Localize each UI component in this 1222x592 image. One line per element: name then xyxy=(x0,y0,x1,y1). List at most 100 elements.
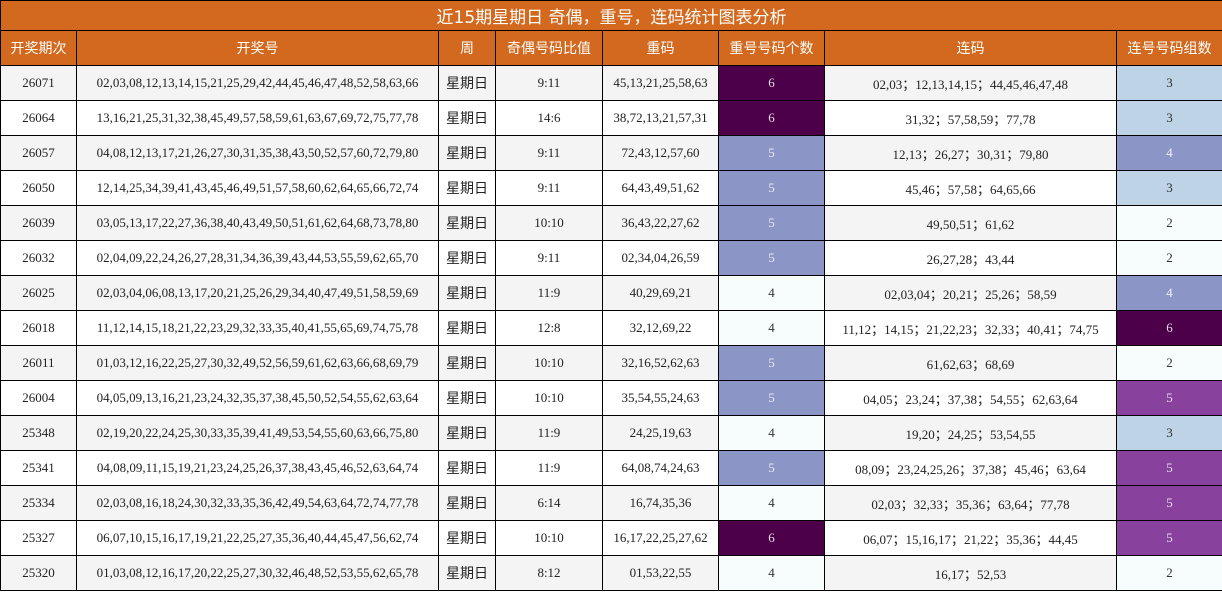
week-cell: 星期日 xyxy=(438,345,496,381)
table-row: 25341 04,08,09,11,15,19,21,23,24,25,26,37… xyxy=(0,450,1222,486)
week-cell: 星期日 xyxy=(438,275,496,311)
repeat-count-cell: 4 xyxy=(718,485,825,521)
consec-groups-cell: 2 xyxy=(1115,205,1222,241)
repeat-cell: 01,53,22,55 xyxy=(602,555,719,591)
issue-cell: 26050 xyxy=(0,170,77,206)
issue-cell: 25327 xyxy=(0,520,77,556)
week-cell: 星期日 xyxy=(438,520,496,556)
repeat-cell: 24,25,19,63 xyxy=(602,415,719,451)
consec-groups-cell: 5 xyxy=(1115,520,1222,556)
issue-cell: 26032 xyxy=(0,240,77,276)
odd-even-cell: 11:9 xyxy=(495,450,603,486)
issue-cell: 26011 xyxy=(0,345,77,381)
consec-groups-cell: 5 xyxy=(1115,450,1222,486)
numbers-cell: 11,12,14,15,18,21,22,23,29,32,33,35,40,4… xyxy=(76,310,439,346)
numbers-cell: 13,16,21,25,31,32,38,45,49,57,58,59,61,6… xyxy=(76,100,439,136)
week-cell: 星期日 xyxy=(438,170,496,206)
repeat-count-cell: 5 xyxy=(718,345,825,381)
consecutive-cell: 02,03；32,33；35,36；63,64；77,78 xyxy=(824,485,1117,521)
repeat-count-cell: 5 xyxy=(718,380,825,416)
consecutive-cell: 61,62,63；68,69 xyxy=(824,345,1117,381)
table-row: 25334 02,03,08,16,18,24,30,32,33,35,36,42… xyxy=(0,485,1222,521)
consecutive-cell: 26,27,28；43,44 xyxy=(824,240,1117,276)
repeat-cell: 35,54,55,24,63 xyxy=(602,380,719,416)
repeat-cell: 72,43,12,57,60 xyxy=(602,135,719,171)
repeat-count-cell: 4 xyxy=(718,415,825,451)
numbers-cell: 03,05,13,17,22,27,36,38,40,43,49,50,51,6… xyxy=(76,205,439,241)
numbers-cell: 06,07,10,15,16,17,19,21,22,25,27,35,36,4… xyxy=(76,520,439,556)
consec-groups-cell: 3 xyxy=(1115,415,1222,451)
repeat-cell: 16,74,35,36 xyxy=(602,485,719,521)
table-row: 25320 01,03,08,12,16,17,20,22,25,27,30,32… xyxy=(0,555,1222,591)
consec-groups-cell: 2 xyxy=(1115,345,1222,381)
table-row: 26025 02,03,04,06,08,13,17,20,21,25,26,29… xyxy=(0,275,1222,311)
table-body: 26071 02,03,08,12,13,14,15,21,25,29,42,44… xyxy=(0,65,1222,591)
header-repeat-count: 重号号码个数 xyxy=(718,30,825,66)
week-cell: 星期日 xyxy=(438,450,496,486)
numbers-cell: 04,05,09,13,16,21,23,24,32,35,37,38,45,5… xyxy=(76,380,439,416)
header-consec-groups: 连号号码组数 xyxy=(1115,30,1222,66)
issue-cell: 25320 xyxy=(0,555,77,591)
consecutive-cell: 02,03；12,13,14,15；44,45,46,47,48 xyxy=(824,65,1117,101)
consec-groups-cell: 3 xyxy=(1115,65,1222,101)
consec-groups-cell: 2 xyxy=(1115,240,1222,276)
repeat-count-cell: 5 xyxy=(718,450,825,486)
week-cell: 星期日 xyxy=(438,310,496,346)
consecutive-cell: 04,05；23,24；37,38；54,55；62,63,64 xyxy=(824,380,1117,416)
numbers-cell: 02,19,20,22,24,25,30,33,35,39,41,49,53,5… xyxy=(76,415,439,451)
repeat-cell: 40,29,69,21 xyxy=(602,275,719,311)
odd-even-cell: 14:6 xyxy=(495,100,603,136)
week-cell: 星期日 xyxy=(438,415,496,451)
repeat-count-cell: 5 xyxy=(718,170,825,206)
odd-even-cell: 10:10 xyxy=(495,345,603,381)
numbers-cell: 02,03,08,16,18,24,30,32,33,35,36,42,49,5… xyxy=(76,485,439,521)
issue-cell: 25348 xyxy=(0,415,77,451)
numbers-cell: 01,03,12,16,22,25,27,30,32,49,52,56,59,6… xyxy=(76,345,439,381)
repeat-count-cell: 5 xyxy=(718,135,825,171)
repeat-count-cell: 6 xyxy=(718,100,825,136)
week-cell: 星期日 xyxy=(438,240,496,276)
table-row: 26071 02,03,08,12,13,14,15,21,25,29,42,44… xyxy=(0,65,1222,101)
repeat-cell: 32,12,69,22 xyxy=(602,310,719,346)
numbers-cell: 02,03,08,12,13,14,15,21,25,29,42,44,45,4… xyxy=(76,65,439,101)
repeat-cell: 16,17,22,25,27,62 xyxy=(602,520,719,556)
consec-groups-cell: 4 xyxy=(1115,275,1222,311)
repeat-cell: 45,13,21,25,58,63 xyxy=(602,65,719,101)
numbers-cell: 02,03,04,06,08,13,17,20,21,25,26,29,34,4… xyxy=(76,275,439,311)
repeat-count-cell: 6 xyxy=(718,65,825,101)
consecutive-cell: 19,20；24,25；53,54,55 xyxy=(824,415,1117,451)
header-numbers: 开奖号 xyxy=(76,30,439,66)
issue-cell: 26064 xyxy=(0,100,77,136)
table-row: 25327 06,07,10,15,16,17,19,21,22,25,27,35… xyxy=(0,520,1222,556)
table-row: 26032 02,04,09,22,24,26,27,28,31,34,36,39… xyxy=(0,240,1222,276)
week-cell: 星期日 xyxy=(438,380,496,416)
odd-even-cell: 9:11 xyxy=(495,170,603,206)
issue-cell: 26071 xyxy=(0,65,77,101)
odd-even-cell: 9:11 xyxy=(495,240,603,276)
odd-even-cell: 8:12 xyxy=(495,555,603,591)
consecutive-cell: 08,09；23,24,25,26；37,38；45,46；63,64 xyxy=(824,450,1117,486)
week-cell: 星期日 xyxy=(438,205,496,241)
consecutive-cell: 49,50,51；61,62 xyxy=(824,205,1117,241)
table-row: 26057 04,08,12,13,17,21,26,27,30,31,35,38… xyxy=(0,135,1222,171)
numbers-cell: 01,03,08,12,16,17,20,22,25,27,30,32,46,4… xyxy=(76,555,439,591)
repeat-count-cell: 6 xyxy=(718,520,825,556)
week-cell: 星期日 xyxy=(438,555,496,591)
consecutive-cell: 31,32；57,58,59；77,78 xyxy=(824,100,1117,136)
header-issue: 开奖期次 xyxy=(0,30,77,66)
consec-groups-cell: 5 xyxy=(1115,380,1222,416)
numbers-cell: 04,08,09,11,15,19,21,23,24,25,26,37,38,4… xyxy=(76,450,439,486)
table-row: 26039 03,05,13,17,22,27,36,38,40,43,49,50… xyxy=(0,205,1222,241)
consec-groups-cell: 4 xyxy=(1115,135,1222,171)
repeat-cell: 38,72,13,21,57,31 xyxy=(602,100,719,136)
table-row: 26011 01,03,12,16,22,25,27,30,32,49,52,56… xyxy=(0,345,1222,381)
odd-even-cell: 11:9 xyxy=(495,275,603,311)
repeat-cell: 32,16,52,62,63 xyxy=(602,345,719,381)
week-cell: 星期日 xyxy=(438,100,496,136)
header-repeat: 重码 xyxy=(602,30,719,66)
consecutive-cell: 02,03,04；20,21；25,26；58,59 xyxy=(824,275,1117,311)
consecutive-cell: 12,13；26,27；30,31；79,80 xyxy=(824,135,1117,171)
header-row: 开奖期次 开奖号 周 奇偶号码比值 重码 重号号码个数 连码 连号号码组数 xyxy=(0,30,1222,66)
odd-even-cell: 12:8 xyxy=(495,310,603,346)
